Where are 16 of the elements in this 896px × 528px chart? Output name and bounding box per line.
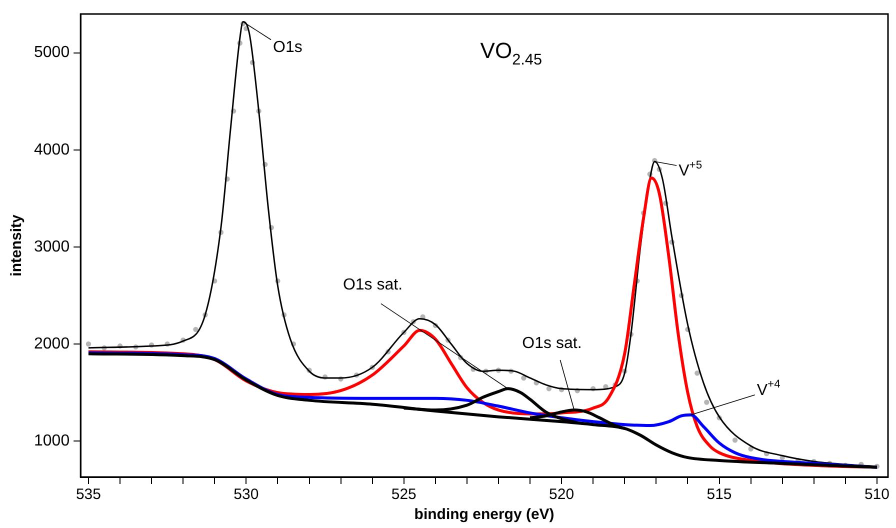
x-tick-label: 510 <box>864 486 890 504</box>
x-tick-label: 515 <box>706 486 732 504</box>
x-tick-label: 525 <box>391 486 416 504</box>
y-axis-title: intensity <box>8 214 26 276</box>
x-tick-label: 530 <box>234 486 259 504</box>
y-tick-label: 1000 <box>34 432 70 450</box>
y-tick-label: 2000 <box>34 335 70 352</box>
annotation: O1s sat. <box>522 335 582 352</box>
y-tick-label: 4000 <box>34 141 70 158</box>
annotation: O1s sat. <box>342 276 403 294</box>
x-tick-label: 535 <box>76 486 101 504</box>
y-tick-label: 3000 <box>34 238 70 256</box>
x-axis-title: binding energy (eV) <box>414 506 554 524</box>
x-tick-label: 520 <box>549 486 574 504</box>
annotation: O1s <box>273 38 302 56</box>
y-tick-label: 5000 <box>34 44 70 62</box>
